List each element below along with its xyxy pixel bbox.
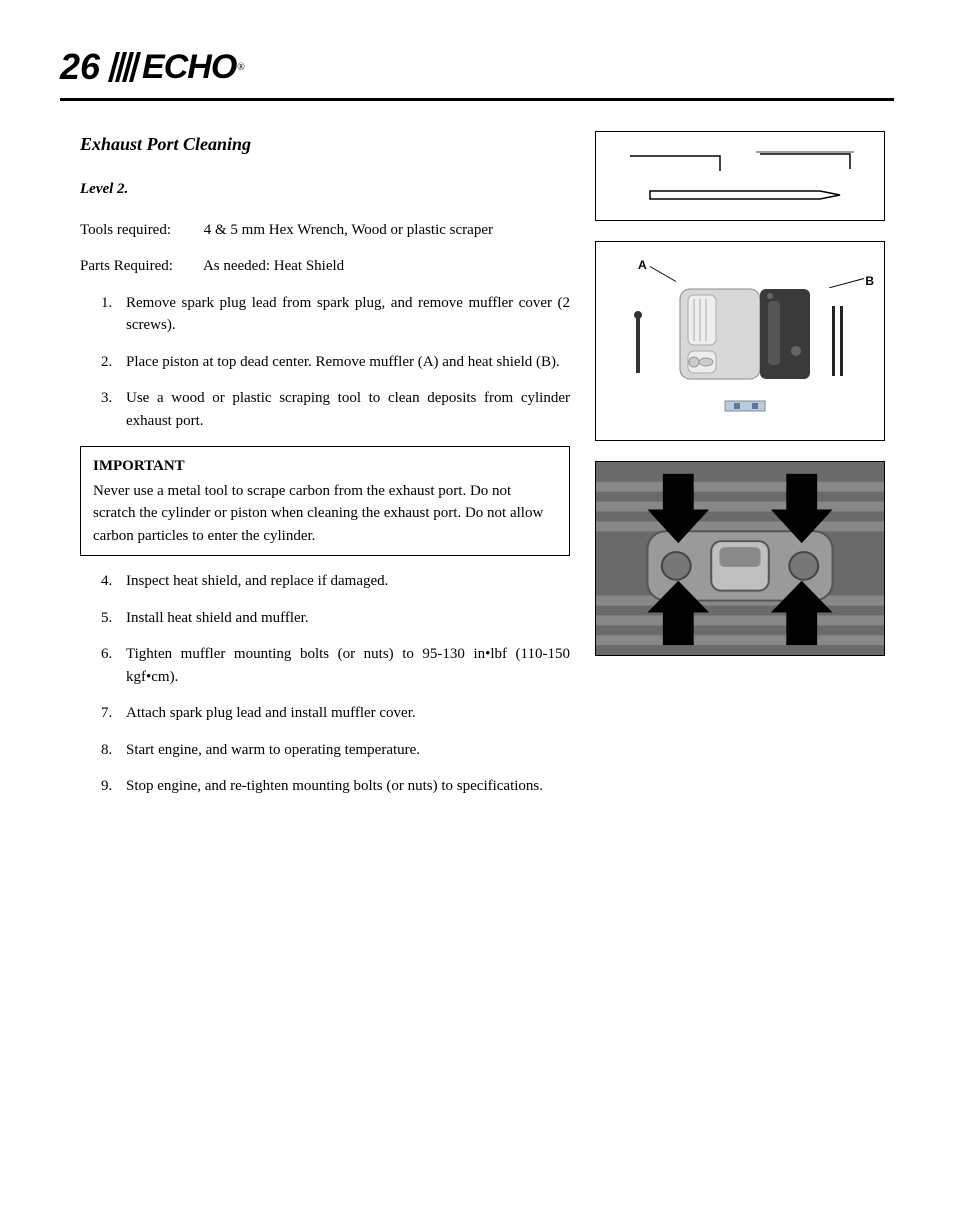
step-item: Stop engine, and re-tighten mounting bol… — [116, 775, 570, 798]
figure-tools — [595, 131, 885, 221]
figure-muffler-parts: A B — [595, 241, 885, 441]
text-column: Exhaust Port Cleaning Level 2. Tools req… — [80, 131, 570, 812]
callout-title: IMPORTANT — [93, 455, 557, 478]
steps-list-first: Remove spark plug lead from spark plug, … — [116, 292, 570, 433]
steps-list-second: Inspect heat shield, and replace if dama… — [116, 570, 570, 798]
step-item: Start engine, and warm to operating temp… — [116, 739, 570, 762]
tools-illustration-icon — [610, 141, 870, 211]
section-title: Exhaust Port Cleaning — [80, 131, 570, 158]
figure-exhaust-port — [595, 461, 885, 656]
parts-label: Parts Required: — [80, 255, 200, 278]
step-item: Install heat shield and muffler. — [116, 607, 570, 630]
parts-value: As needed: Heat Shield — [203, 258, 344, 274]
main-content: Exhaust Port Cleaning Level 2. Tools req… — [60, 131, 894, 812]
page-header: 26 ECHO ® — [60, 40, 894, 101]
step-item: Tighten muffler mounting bolts (or nuts)… — [116, 643, 570, 688]
step-item: Place piston at top dead center. Remove … — [116, 351, 570, 374]
figure-label-b: B — [865, 272, 874, 290]
exhaust-port-photo-icon — [596, 462, 884, 655]
step-item: Use a wood or plastic scraping tool to c… — [116, 387, 570, 432]
tools-value: 4 & 5 mm Hex Wrench, Wood or plastic scr… — [204, 222, 493, 238]
brand-name: ECHO — [142, 42, 236, 93]
logo-stripes-icon — [108, 52, 144, 82]
callout-body: Never use a metal tool to scrape carbon … — [93, 480, 557, 548]
brand-logo: ECHO ® — [112, 42, 245, 93]
tools-row: Tools required: 4 & 5 mm Hex Wrench, Woo… — [80, 219, 570, 242]
tools-label: Tools required: — [80, 219, 200, 242]
level-label: Level 2. — [80, 178, 570, 201]
trademark-symbol: ® — [237, 60, 245, 75]
figure-label-a: A — [638, 256, 647, 274]
step-item: Attach spark plug lead and install muffl… — [116, 702, 570, 725]
page-number: 26 — [60, 40, 100, 94]
step-item: Remove spark plug lead from spark plug, … — [116, 292, 570, 337]
parts-row: Parts Required: As needed: Heat Shield — [80, 255, 570, 278]
muffler-parts-icon — [610, 251, 870, 431]
image-column: A B — [595, 131, 885, 812]
important-callout: IMPORTANT Never use a metal tool to scra… — [80, 446, 570, 556]
step-item: Inspect heat shield, and replace if dama… — [116, 570, 570, 593]
